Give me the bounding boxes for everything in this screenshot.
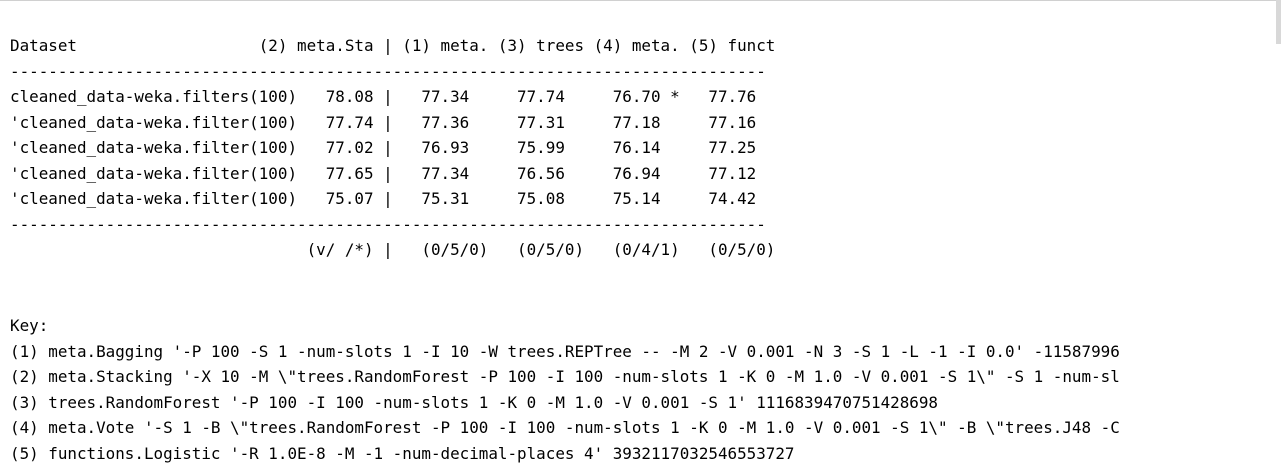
table-header: Dataset (2) meta.Sta | (1) meta. (3) tre…: [10, 36, 776, 55]
key-section: Key: (1) meta.Bagging '-P 100 -S 1 -num-…: [10, 313, 1281, 466]
table-row: 'cleaned_data-weka.filter(100) 77.74 | 7…: [10, 112, 757, 132]
top-border: [0, 0, 1281, 1]
table-row: 'cleaned_data-weka.filter(100) 75.07 | 7…: [10, 189, 757, 208]
table-row: cleaned_data-weka.filters(100) 78.08 | 7…: [10, 87, 757, 106]
key-entry: (3) trees.RandomForest '-P 100 -I 100 -n…: [10, 392, 938, 412]
table-separator-bottom: ----------------------------------------…: [10, 214, 766, 234]
table-row: 'cleaned_data-weka.filter(100) 77.65 | 7…: [10, 163, 757, 183]
scrollbar-edge[interactable]: [1276, 0, 1281, 44]
key-entry: (4) meta.Vote '-S 1 -B \"trees.RandomFor…: [10, 418, 1120, 437]
key-title: Key:: [10, 316, 49, 335]
table-summary-row: (v/ /*) | (0/5/0) (0/5/0) (0/4/1) (0/5/0…: [10, 240, 776, 259]
key-entry: (1) meta.Bagging '-P 100 -S 1 -num-slots…: [10, 341, 1120, 361]
key-entry: (2) meta.Stacking '-X 10 -M \"trees.Rand…: [10, 367, 1120, 386]
key-entry: (5) functions.Logistic '-R 1.0E-8 -M -1 …: [10, 443, 795, 463]
results-output-area[interactable]: Dataset (2) meta.Sta | (1) meta. (3) tre…: [10, 33, 1276, 263]
table-row: 'cleaned_data-weka.filter(100) 77.02 | 7…: [10, 138, 757, 157]
table-separator-top: ----------------------------------------…: [10, 61, 766, 81]
